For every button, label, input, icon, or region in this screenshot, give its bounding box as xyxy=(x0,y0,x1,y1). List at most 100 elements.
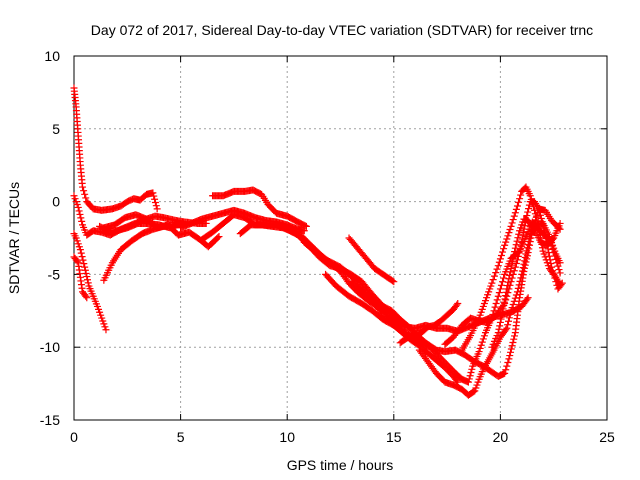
data-point xyxy=(519,264,527,272)
data-point xyxy=(453,377,461,385)
data-point xyxy=(524,294,532,302)
data-point xyxy=(520,228,528,236)
data-point xyxy=(506,268,514,276)
data-point xyxy=(476,344,484,352)
data-point xyxy=(514,252,522,260)
data-point xyxy=(510,335,518,343)
data-point xyxy=(505,355,513,363)
data-point xyxy=(531,210,539,218)
data-point xyxy=(553,259,561,267)
data-point xyxy=(511,248,519,256)
data-point xyxy=(554,262,562,270)
data-point xyxy=(81,190,89,198)
x-tick-label: 0 xyxy=(70,429,78,445)
data-point xyxy=(502,238,510,246)
data-point xyxy=(490,272,498,280)
series-trace-16 xyxy=(396,300,462,347)
data-point xyxy=(549,235,557,243)
data-point xyxy=(512,259,520,267)
data-point xyxy=(515,249,523,257)
data-point xyxy=(503,235,511,243)
data-point xyxy=(496,285,504,293)
data-point xyxy=(454,300,462,308)
data-point xyxy=(512,241,520,249)
data-point xyxy=(504,321,512,329)
y-tick-label: 5 xyxy=(52,121,60,137)
y-tick-label: 0 xyxy=(52,194,60,210)
data-point xyxy=(538,218,546,226)
data-point xyxy=(464,378,472,386)
data-point xyxy=(503,324,511,332)
data-point xyxy=(150,192,158,200)
data-point xyxy=(498,312,506,320)
data-point xyxy=(510,212,518,220)
data-point xyxy=(532,213,540,221)
data-point xyxy=(511,209,519,217)
data-point xyxy=(508,219,516,227)
data-point xyxy=(495,258,503,266)
data-point xyxy=(525,205,533,213)
series-trace-1 xyxy=(70,84,161,214)
data-point xyxy=(523,244,531,252)
data-point xyxy=(512,291,520,299)
data-point xyxy=(497,281,505,289)
series-trace-20 xyxy=(488,215,564,351)
data-point xyxy=(506,226,514,234)
data-point xyxy=(500,274,508,282)
x-tick-label: 25 xyxy=(599,429,615,445)
series-trace-8 xyxy=(209,186,310,230)
data-point xyxy=(536,208,544,216)
data-point xyxy=(502,326,510,334)
data-point xyxy=(477,341,485,349)
data-point xyxy=(500,298,508,306)
data-point xyxy=(526,234,534,242)
data-point xyxy=(518,238,526,246)
data-point xyxy=(78,217,86,225)
x-tick-label: 20 xyxy=(493,429,509,445)
data-point xyxy=(531,206,539,214)
data-point xyxy=(541,231,549,239)
data-point xyxy=(518,267,526,275)
data-point xyxy=(76,246,84,254)
data-point xyxy=(467,369,475,377)
data-point xyxy=(493,265,501,273)
data-point xyxy=(508,258,516,266)
data-point xyxy=(516,195,524,203)
y-axis-label: SDTVAR / TECUs xyxy=(6,182,22,294)
data-point xyxy=(494,329,502,337)
data-point xyxy=(499,308,507,316)
data-point xyxy=(506,271,514,279)
data-point xyxy=(505,229,513,237)
data-point xyxy=(152,202,160,210)
data-point xyxy=(81,266,89,274)
data-point xyxy=(466,372,474,380)
data-point xyxy=(533,217,541,225)
data-point xyxy=(151,198,159,206)
data-point xyxy=(534,220,542,228)
data-point xyxy=(501,369,509,377)
data-point xyxy=(497,251,505,259)
data-point xyxy=(465,375,473,383)
data-point xyxy=(556,281,564,289)
data-point xyxy=(479,335,487,343)
data-point xyxy=(80,260,88,268)
data-point xyxy=(149,189,157,197)
data-point xyxy=(480,332,488,340)
data-point xyxy=(524,241,532,249)
data-point xyxy=(504,232,512,240)
data-point xyxy=(545,252,553,260)
data-point xyxy=(513,237,521,245)
data-point xyxy=(519,232,527,240)
data-point xyxy=(536,211,544,219)
ticks: 0 5 10 15 20 25 -15 -10 -5 0 5 10 xyxy=(40,48,615,445)
x-tick-label: 15 xyxy=(386,429,402,445)
data-point xyxy=(84,279,92,287)
data-point xyxy=(495,289,503,297)
data-point xyxy=(77,214,85,222)
data-point xyxy=(504,282,512,290)
data-point xyxy=(151,195,159,203)
data-point xyxy=(510,297,518,305)
x-axis-label: GPS time / hours xyxy=(287,457,394,473)
data-point xyxy=(492,269,500,277)
data-point xyxy=(489,276,497,284)
